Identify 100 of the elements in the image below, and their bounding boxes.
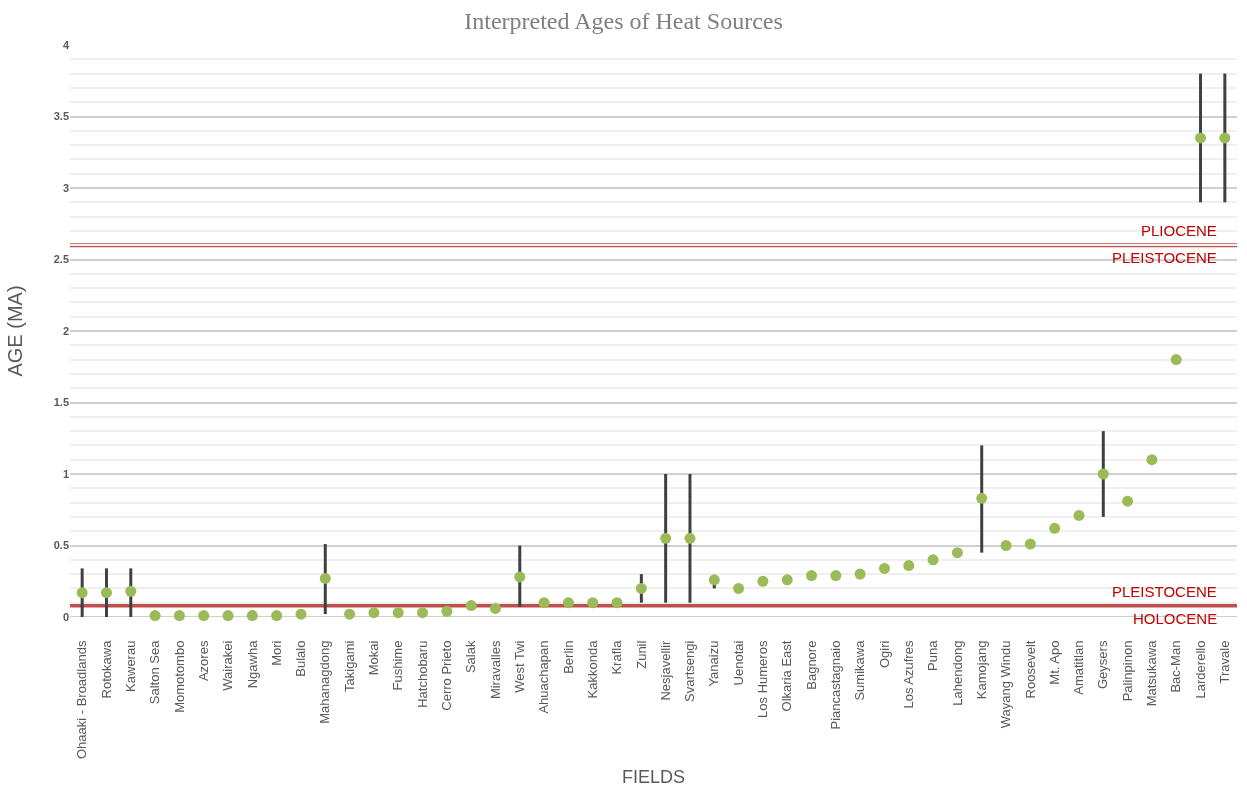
point	[976, 492, 988, 504]
y-tick-label: 1.5	[53, 396, 69, 409]
point	[1000, 540, 1012, 551]
x-tick-label: Kawerau	[123, 640, 139, 692]
point	[660, 532, 672, 544]
x-tick-label: Miravalles	[487, 640, 503, 700]
x-tick-label: Los Humeros	[755, 640, 771, 718]
x-tick-label: Ogiri	[876, 640, 892, 669]
point	[392, 607, 404, 619]
x-tick-label: Bac-Man	[1168, 640, 1184, 693]
y-tick-label: 3.5	[53, 110, 69, 123]
point	[806, 570, 818, 582]
x-tick-label: Berlin	[560, 640, 576, 674]
point	[1049, 522, 1061, 534]
point	[344, 608, 356, 620]
y-tick-label: 2.5	[53, 253, 69, 266]
point	[781, 574, 793, 586]
x-tick-label: Olkaria East	[779, 640, 795, 712]
x-tick-label: Hatchobaru	[414, 640, 430, 708]
x-tick-label: Travale	[1217, 640, 1233, 684]
point	[951, 547, 963, 559]
point	[708, 574, 720, 586]
x-tick-label: Salak	[463, 640, 479, 674]
x-tick-label: West Twi	[512, 640, 528, 693]
point	[1024, 538, 1036, 550]
point	[222, 610, 234, 622]
y-tick-label: 0	[62, 610, 69, 623]
point	[465, 600, 477, 612]
x-tick-label: Los Azufres	[901, 640, 917, 709]
y-tick-label: 3	[62, 181, 69, 194]
x-tick-label: Yanaizu	[706, 640, 722, 687]
point	[76, 587, 88, 599]
point	[319, 572, 331, 584]
x-tick-label: Kakkonda	[584, 639, 600, 699]
point	[489, 602, 501, 614]
x-axis-title: FIELDS	[621, 767, 686, 787]
chart-title: Interpreted Ages of Heat Sources	[464, 7, 783, 34]
y-tick-label: 2	[62, 324, 69, 337]
x-tick-label: Piancastagnaio	[828, 640, 844, 730]
point	[903, 560, 915, 572]
annotation: HOLOCENE	[1133, 610, 1218, 627]
x-tick-label: Zunil	[633, 640, 649, 669]
x-tick-label: Nesjavellir	[657, 639, 673, 701]
point	[173, 610, 185, 622]
x-tick-label: Palinpinon	[1119, 640, 1135, 702]
y-axis-title: AGE (MA)	[4, 285, 27, 377]
point	[1073, 509, 1085, 521]
x-tick-label: Bulalo	[293, 640, 309, 677]
annotation: PLIOCENE	[1141, 222, 1217, 239]
point	[417, 607, 429, 619]
x-tick-label: Geysers	[1095, 640, 1111, 690]
point	[368, 607, 380, 619]
y-tick-label: 4	[62, 38, 70, 51]
point	[587, 597, 599, 609]
x-tick-label: Mahanagdong	[317, 640, 333, 724]
x-tick-label: Ohaaki - Broadlands	[74, 640, 90, 760]
point	[125, 585, 137, 597]
x-tick-label: Matsukawa	[1144, 639, 1160, 707]
point	[878, 562, 890, 574]
x-tick-label: Krafla	[609, 639, 625, 675]
point	[1097, 468, 1109, 480]
point	[246, 610, 258, 622]
point	[830, 570, 842, 582]
y-tick-label: 0.5	[53, 539, 69, 552]
point	[733, 582, 745, 594]
x-tick-label: Amatitlan	[1071, 640, 1087, 695]
annotation: PLEISTOCENE	[1112, 583, 1217, 600]
point	[635, 582, 647, 594]
annotation: PLEISTOCENE	[1112, 249, 1217, 266]
x-tick-label: Bagnore	[803, 640, 819, 690]
x-tick-label: Rotokawa	[98, 639, 114, 699]
x-tick-label: Momotombo	[171, 640, 187, 713]
x-tick-label: Uenotai	[730, 640, 746, 686]
point	[1170, 354, 1182, 366]
point	[562, 597, 574, 609]
x-tick-label: Takigami	[341, 640, 357, 692]
point	[684, 532, 696, 544]
point	[295, 608, 307, 620]
x-tick-label: Puna	[925, 639, 941, 671]
point	[1219, 132, 1231, 144]
x-tick-label: Ahuachapan	[536, 640, 552, 714]
x-tick-label: Kamojang	[973, 640, 989, 700]
x-tick-label: Wairakei	[220, 640, 236, 691]
x-tick-label: Sumikawa	[852, 639, 868, 701]
point	[1195, 132, 1207, 144]
x-tick-label: Mt. Apo	[1046, 640, 1062, 685]
point	[1122, 495, 1134, 507]
point	[854, 568, 866, 580]
point	[271, 610, 283, 622]
x-tick-label: Mori	[268, 640, 284, 666]
point	[441, 605, 453, 617]
point	[514, 571, 526, 583]
point	[538, 597, 550, 609]
point	[100, 587, 112, 599]
x-tick-label: Larderello	[1192, 640, 1208, 699]
x-tick-label: Wayang Windu	[998, 640, 1014, 729]
x-tick-label: Azores	[195, 640, 211, 682]
point	[757, 575, 769, 587]
point	[149, 610, 161, 622]
point	[927, 554, 939, 566]
